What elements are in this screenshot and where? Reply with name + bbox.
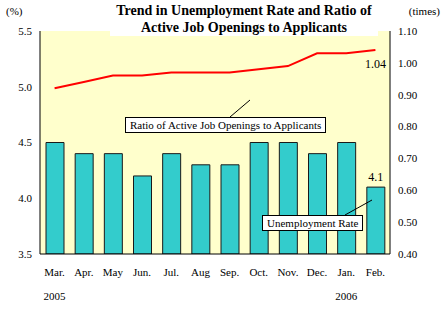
svg-text:0.60: 0.60: [398, 184, 418, 196]
html-text:Trend in Unemployment Rate and: Trend in Unemployment Rate and Ratio of …: [116, 3, 372, 35]
svg-text:0.40: 0.40: [398, 248, 418, 260]
svg-text:Sep.: Sep.: [220, 266, 240, 278]
html-text:Unemployment Rate: Unemployment Rate: [267, 217, 359, 229]
svg-text:Feb.: Feb.: [366, 266, 386, 278]
svg-text:Oct.: Oct.: [249, 266, 268, 278]
svg-text:0.70: 0.70: [398, 152, 418, 164]
svg-text:2005: 2005: [44, 290, 67, 302]
svg-text:2006: 2006: [335, 290, 358, 302]
svg-text:Jan.: Jan.: [338, 266, 356, 278]
svg-text:0.90: 0.90: [398, 89, 418, 101]
svg-text:Apr.: Apr.: [74, 266, 94, 278]
svg-text:Nov.: Nov.: [277, 266, 298, 278]
svg-text:Dec.: Dec.: [307, 266, 328, 278]
svg-text:0.50: 0.50: [398, 216, 418, 228]
svg-text:0.80: 0.80: [398, 120, 418, 132]
html-text:Ratio of Active Job Openings t: Ratio of Active Job Openings to Applican…: [130, 119, 322, 131]
html-text:(times): (times): [408, 5, 440, 17]
svg-text:May: May: [103, 266, 124, 278]
svg-text:3.5: 3.5: [18, 248, 32, 260]
svg-text:1.04: 1.04: [365, 57, 386, 71]
svg-text:Mar.: Mar.: [44, 266, 65, 278]
svg-text:Jul.: Jul.: [163, 266, 179, 278]
svg-text:1.10: 1.10: [398, 25, 418, 37]
svg-text:5.5: 5.5: [18, 25, 32, 37]
svg-text:Jun.: Jun.: [133, 266, 151, 278]
svg-text:5.0: 5.0: [18, 81, 32, 93]
svg-text:4.0: 4.0: [18, 192, 32, 204]
svg-text:4.1: 4.1: [368, 170, 383, 184]
svg-text:Aug: Aug: [191, 266, 210, 278]
svg-text:4.5: 4.5: [18, 136, 32, 148]
svg-text:1.00: 1.00: [398, 57, 418, 69]
